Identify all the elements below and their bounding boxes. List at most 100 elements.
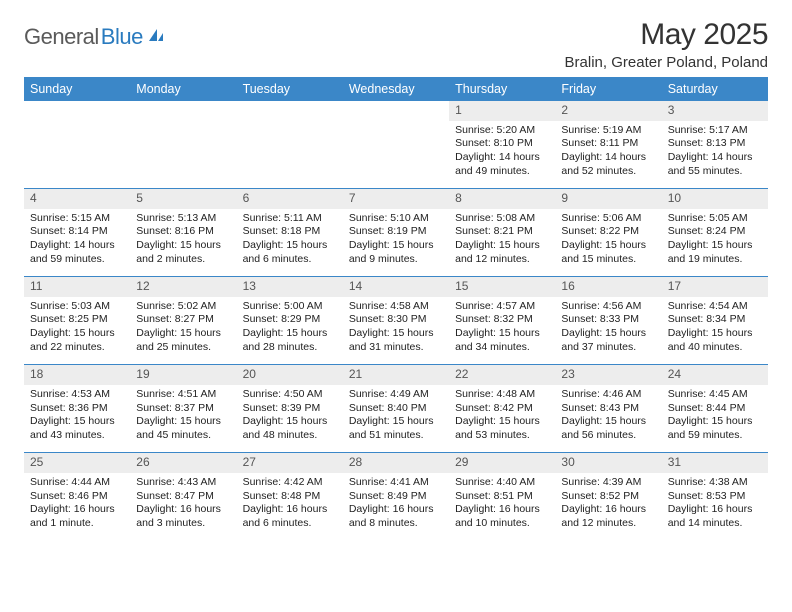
day-number-cell: 1 — [449, 101, 555, 121]
daylight-line: Daylight: 15 hours and 37 minutes. — [561, 327, 655, 354]
daylight-line: Daylight: 15 hours and 22 minutes. — [30, 327, 124, 354]
day-content-cell: Sunrise: 5:00 AMSunset: 8:29 PMDaylight:… — [237, 297, 343, 365]
sunrise-line: Sunrise: 5:08 AM — [455, 212, 549, 226]
weekday-header: Tuesday — [237, 78, 343, 101]
sunset-line: Sunset: 8:14 PM — [30, 225, 124, 239]
daylight-line: Daylight: 16 hours and 8 minutes. — [349, 503, 443, 530]
day-content-cell — [24, 121, 130, 189]
sunrise-line: Sunrise: 5:13 AM — [136, 212, 230, 226]
day-content-cell: Sunrise: 5:15 AMSunset: 8:14 PMDaylight:… — [24, 209, 130, 277]
day-number-cell: 16 — [555, 277, 661, 297]
daylight-line: Daylight: 15 hours and 19 minutes. — [668, 239, 762, 266]
day-number-cell: 8 — [449, 189, 555, 209]
sunrise-line: Sunrise: 4:46 AM — [561, 388, 655, 402]
sunrise-line: Sunrise: 4:56 AM — [561, 300, 655, 314]
title-block: May 2025 Bralin, Greater Poland, Poland — [565, 18, 768, 71]
day-content-cell: Sunrise: 5:08 AMSunset: 8:21 PMDaylight:… — [449, 209, 555, 277]
daylight-line: Daylight: 14 hours and 59 minutes. — [30, 239, 124, 266]
sunrise-line: Sunrise: 4:57 AM — [455, 300, 549, 314]
day-number-row: 25262728293031 — [24, 453, 768, 473]
weekday-header-row: SundayMondayTuesdayWednesdayThursdayFrid… — [24, 78, 768, 101]
day-content-cell: Sunrise: 5:17 AMSunset: 8:13 PMDaylight:… — [662, 121, 768, 189]
daylight-line: Daylight: 15 hours and 28 minutes. — [243, 327, 337, 354]
sunrise-line: Sunrise: 5:05 AM — [668, 212, 762, 226]
day-number-cell: 29 — [449, 453, 555, 473]
sunset-line: Sunset: 8:53 PM — [668, 490, 762, 504]
sunset-line: Sunset: 8:29 PM — [243, 313, 337, 327]
day-content-cell: Sunrise: 5:06 AMSunset: 8:22 PMDaylight:… — [555, 209, 661, 277]
day-number-cell: 6 — [237, 189, 343, 209]
day-number-cell: 19 — [130, 365, 236, 385]
daylight-line: Daylight: 15 hours and 31 minutes. — [349, 327, 443, 354]
daylight-line: Daylight: 15 hours and 9 minutes. — [349, 239, 443, 266]
day-number-cell: 10 — [662, 189, 768, 209]
sunrise-line: Sunrise: 4:39 AM — [561, 476, 655, 490]
sunrise-line: Sunrise: 4:41 AM — [349, 476, 443, 490]
day-content-cell: Sunrise: 5:11 AMSunset: 8:18 PMDaylight:… — [237, 209, 343, 277]
day-content-cell: Sunrise: 5:05 AMSunset: 8:24 PMDaylight:… — [662, 209, 768, 277]
day-content-cell: Sunrise: 4:58 AMSunset: 8:30 PMDaylight:… — [343, 297, 449, 365]
sunset-line: Sunset: 8:48 PM — [243, 490, 337, 504]
sunrise-line: Sunrise: 4:48 AM — [455, 388, 549, 402]
day-content-cell: Sunrise: 4:54 AMSunset: 8:34 PMDaylight:… — [662, 297, 768, 365]
sunset-line: Sunset: 8:33 PM — [561, 313, 655, 327]
calendar-table: SundayMondayTuesdayWednesdayThursdayFrid… — [24, 77, 768, 541]
daylight-line: Daylight: 15 hours and 51 minutes. — [349, 415, 443, 442]
daylight-line: Daylight: 16 hours and 14 minutes. — [668, 503, 762, 530]
daylight-line: Daylight: 15 hours and 43 minutes. — [30, 415, 124, 442]
day-number-cell: 18 — [24, 365, 130, 385]
logo-text-general: General — [24, 24, 99, 50]
daylight-line: Daylight: 15 hours and 45 minutes. — [136, 415, 230, 442]
day-number-cell: 4 — [24, 189, 130, 209]
sunrise-line: Sunrise: 5:15 AM — [30, 212, 124, 226]
sunrise-line: Sunrise: 5:03 AM — [30, 300, 124, 314]
day-number-cell — [237, 101, 343, 121]
day-content-cell — [237, 121, 343, 189]
sunrise-line: Sunrise: 5:19 AM — [561, 124, 655, 138]
day-number-cell: 11 — [24, 277, 130, 297]
day-content-cell — [130, 121, 236, 189]
weekday-header: Friday — [555, 78, 661, 101]
day-content-cell: Sunrise: 4:44 AMSunset: 8:46 PMDaylight:… — [24, 473, 130, 541]
sunrise-line: Sunrise: 4:43 AM — [136, 476, 230, 490]
day-content-row: Sunrise: 5:03 AMSunset: 8:25 PMDaylight:… — [24, 297, 768, 365]
daylight-line: Daylight: 16 hours and 1 minute. — [30, 503, 124, 530]
weekday-header: Thursday — [449, 78, 555, 101]
sunset-line: Sunset: 8:19 PM — [349, 225, 443, 239]
daylight-line: Daylight: 16 hours and 10 minutes. — [455, 503, 549, 530]
sunrise-line: Sunrise: 4:51 AM — [136, 388, 230, 402]
sunrise-line: Sunrise: 4:53 AM — [30, 388, 124, 402]
sunset-line: Sunset: 8:13 PM — [668, 137, 762, 151]
sunrise-line: Sunrise: 4:40 AM — [455, 476, 549, 490]
day-content-cell: Sunrise: 4:41 AMSunset: 8:49 PMDaylight:… — [343, 473, 449, 541]
sunset-line: Sunset: 8:39 PM — [243, 402, 337, 416]
sunset-line: Sunset: 8:42 PM — [455, 402, 549, 416]
sunrise-line: Sunrise: 4:54 AM — [668, 300, 762, 314]
sunset-line: Sunset: 8:47 PM — [136, 490, 230, 504]
sunset-line: Sunset: 8:32 PM — [455, 313, 549, 327]
daylight-line: Daylight: 15 hours and 48 minutes. — [243, 415, 337, 442]
sunset-line: Sunset: 8:24 PM — [668, 225, 762, 239]
day-content-cell: Sunrise: 4:49 AMSunset: 8:40 PMDaylight:… — [343, 385, 449, 453]
day-content-row: Sunrise: 4:53 AMSunset: 8:36 PMDaylight:… — [24, 385, 768, 453]
day-number-cell: 20 — [237, 365, 343, 385]
sunset-line: Sunset: 8:44 PM — [668, 402, 762, 416]
sunrise-line: Sunrise: 4:58 AM — [349, 300, 443, 314]
weekday-header: Wednesday — [343, 78, 449, 101]
daylight-line: Daylight: 15 hours and 40 minutes. — [668, 327, 762, 354]
daylight-line: Daylight: 14 hours and 49 minutes. — [455, 151, 549, 178]
sunset-line: Sunset: 8:37 PM — [136, 402, 230, 416]
location-text: Bralin, Greater Poland, Poland — [565, 54, 768, 71]
sunrise-line: Sunrise: 5:02 AM — [136, 300, 230, 314]
sunrise-line: Sunrise: 4:45 AM — [668, 388, 762, 402]
sunset-line: Sunset: 8:27 PM — [136, 313, 230, 327]
daylight-line: Daylight: 16 hours and 3 minutes. — [136, 503, 230, 530]
sunset-line: Sunset: 8:30 PM — [349, 313, 443, 327]
day-number-cell: 17 — [662, 277, 768, 297]
sunset-line: Sunset: 8:10 PM — [455, 137, 549, 151]
day-content-cell: Sunrise: 4:48 AMSunset: 8:42 PMDaylight:… — [449, 385, 555, 453]
daylight-line: Daylight: 14 hours and 52 minutes. — [561, 151, 655, 178]
day-number-row: 123 — [24, 101, 768, 121]
day-number-cell: 21 — [343, 365, 449, 385]
sunset-line: Sunset: 8:43 PM — [561, 402, 655, 416]
